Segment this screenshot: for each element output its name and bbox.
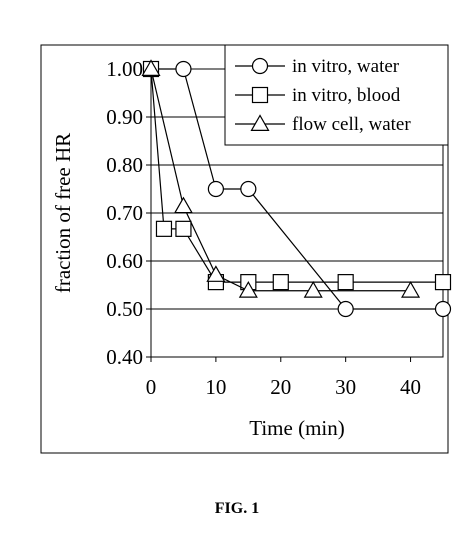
legend-marker-circle xyxy=(251,57,269,75)
x-tick-label: 0 xyxy=(146,375,157,399)
x-axis-title: Time (min) xyxy=(249,416,344,440)
series-triangle xyxy=(141,59,421,298)
data-series xyxy=(141,59,452,318)
legend-label: in vitro, blood xyxy=(292,85,401,106)
y-axis-title: fraction of free HR xyxy=(51,133,75,293)
y-tick-label: 1.00 xyxy=(106,57,143,81)
data-point-triangle xyxy=(401,281,421,298)
data-point-circle xyxy=(434,300,452,318)
x-axis: 0 10 20 30 40 xyxy=(146,357,421,399)
legend-label: in vitro, water xyxy=(292,56,400,77)
y-tick-label: 0.50 xyxy=(106,297,143,321)
y-tick-label: 0.90 xyxy=(106,105,143,129)
legend-marker-square xyxy=(251,86,269,104)
data-point-square xyxy=(155,220,173,237)
x-tick-label: 10 xyxy=(205,375,226,399)
data-point-triangle xyxy=(141,59,161,76)
data-point-triangle xyxy=(206,265,226,282)
data-point-square xyxy=(434,274,452,291)
y-tick-label: 0.80 xyxy=(106,153,143,177)
series-line xyxy=(150,68,411,292)
data-point-triangle xyxy=(173,196,193,214)
x-tick-label: 30 xyxy=(335,375,356,399)
legend-label: flow cell, water xyxy=(292,114,411,135)
legend-marker-triangle xyxy=(250,114,270,131)
data-point-square xyxy=(175,220,192,237)
y-tick-label: 0.70 xyxy=(106,201,143,225)
data-point-triangle xyxy=(238,281,258,298)
chart-figure: 1.00 0.90 0.80 0.70 0.60 0.50 0.40 0 10 20 30 40 f… xyxy=(40,44,452,454)
data-point-circle xyxy=(337,300,354,318)
data-point-square xyxy=(337,274,354,291)
data-point-circle xyxy=(240,180,257,198)
legend: in vitro, water in vitro, blood flow cell,… xyxy=(224,44,449,146)
data-point-circle xyxy=(207,180,224,198)
data-point-triangle xyxy=(303,281,323,298)
y-tick-label: 0.40 xyxy=(106,345,143,369)
y-tick-label: 0.60 xyxy=(106,249,143,273)
series-square xyxy=(142,60,452,291)
data-point-circle xyxy=(175,60,192,78)
y-axis: 1.00 0.90 0.80 0.70 0.60 0.50 0.40 xyxy=(106,57,151,369)
figure-caption: FIG. 1 xyxy=(214,500,260,517)
data-point-square xyxy=(272,274,289,291)
x-tick-label: 20 xyxy=(270,375,291,399)
x-tick-label: 40 xyxy=(400,375,421,399)
